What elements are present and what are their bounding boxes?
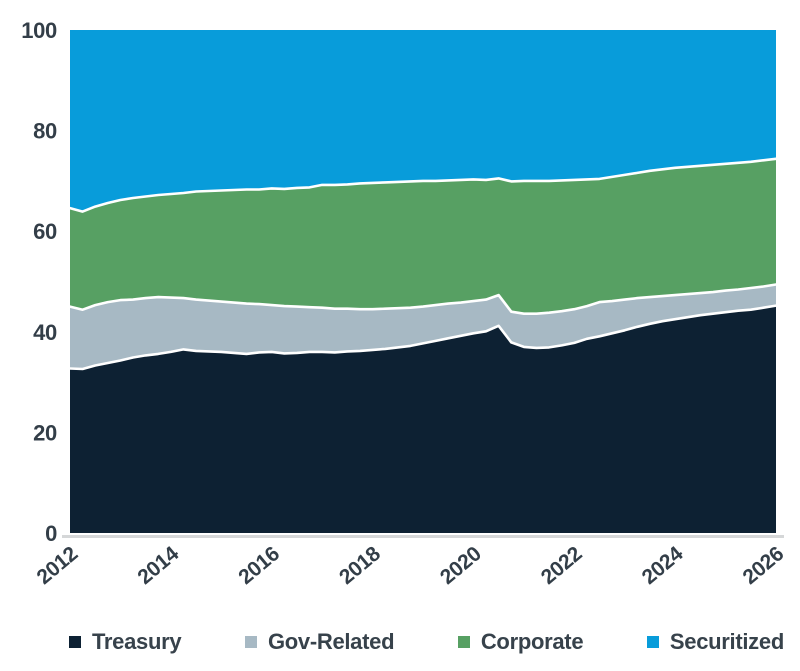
x-tick-label-2018: 2018 <box>335 542 385 589</box>
x-tick-label-2016: 2016 <box>234 542 284 589</box>
x-tick-label-2012: 2012 <box>33 542 83 589</box>
legend-item-treasury: Treasury <box>69 628 182 655</box>
gov-related-swatch <box>244 635 257 648</box>
area-securitized <box>70 30 776 212</box>
x-axis-line <box>62 535 784 538</box>
area-treasury <box>70 305 776 533</box>
stacked-area-chart: 0 20 40 60 80 100 2012 2014 2016 2018 2020 2022 2024… <box>21 18 789 589</box>
y-tick-label-40: 40 <box>33 320 57 345</box>
boundary-line-gov-related <box>68 283 778 316</box>
treasury-swatch <box>69 635 81 648</box>
y-tick-label-20: 20 <box>33 420 57 445</box>
legend-item-corporate: Corporate <box>457 628 584 655</box>
gov-related-legend-label: Gov-Related <box>267 628 395 654</box>
corporate-legend-label: Corporate <box>480 628 584 654</box>
legend-item-securitized: Securitized <box>646 628 784 655</box>
securitized-swatch <box>646 635 659 648</box>
area-gov-related <box>70 284 776 369</box>
x-tick-label-2024: 2024 <box>638 542 688 589</box>
corporate-swatch <box>457 635 470 648</box>
boundary-line-treasury <box>68 304 778 371</box>
treasury-legend-label: Treasury <box>92 628 182 654</box>
x-tick-label-2022: 2022 <box>537 542 587 589</box>
y-tick-label-60: 60 <box>33 219 57 244</box>
securitized-legend-label: Securitized <box>669 628 784 654</box>
legend-item-gov-related: Gov-Related <box>244 628 395 655</box>
x-tick-label-2020: 2020 <box>436 542 486 589</box>
y-tick-label-100: 100 <box>21 18 57 43</box>
boundary-line-corporate <box>68 157 778 213</box>
legend: Treasury Gov-Related Corporate Securitiz… <box>0 612 800 671</box>
x-tick-label-2014: 2014 <box>133 542 183 589</box>
y-tick-label-0: 0 <box>45 521 57 546</box>
x-tick-label-2026: 2026 <box>739 542 789 589</box>
area-corporate <box>70 158 776 314</box>
y-tick-label-80: 80 <box>33 119 57 144</box>
